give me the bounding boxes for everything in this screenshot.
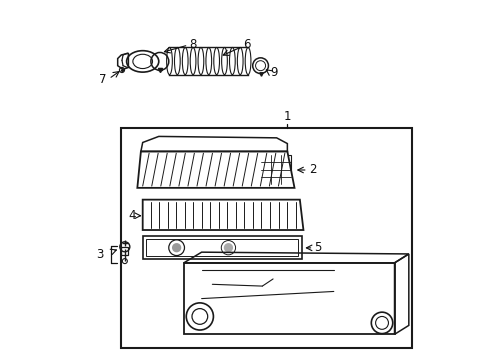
- Text: 8: 8: [189, 38, 196, 51]
- Text: 4: 4: [128, 209, 135, 222]
- Circle shape: [172, 243, 181, 252]
- Text: 9: 9: [270, 66, 277, 79]
- Text: 5: 5: [313, 241, 321, 255]
- Text: 6: 6: [242, 39, 250, 51]
- Polygon shape: [137, 152, 294, 188]
- Bar: [183, 263, 394, 334]
- Bar: [260, 155, 290, 184]
- Text: 1: 1: [283, 110, 290, 123]
- Bar: [146, 239, 298, 256]
- Text: 7: 7: [99, 73, 107, 86]
- Polygon shape: [142, 200, 303, 230]
- Bar: [142, 236, 301, 259]
- Bar: [121, 128, 411, 348]
- Text: 2: 2: [308, 163, 316, 176]
- Text: 3: 3: [96, 248, 103, 261]
- Bar: [121, 247, 128, 255]
- Circle shape: [224, 243, 233, 252]
